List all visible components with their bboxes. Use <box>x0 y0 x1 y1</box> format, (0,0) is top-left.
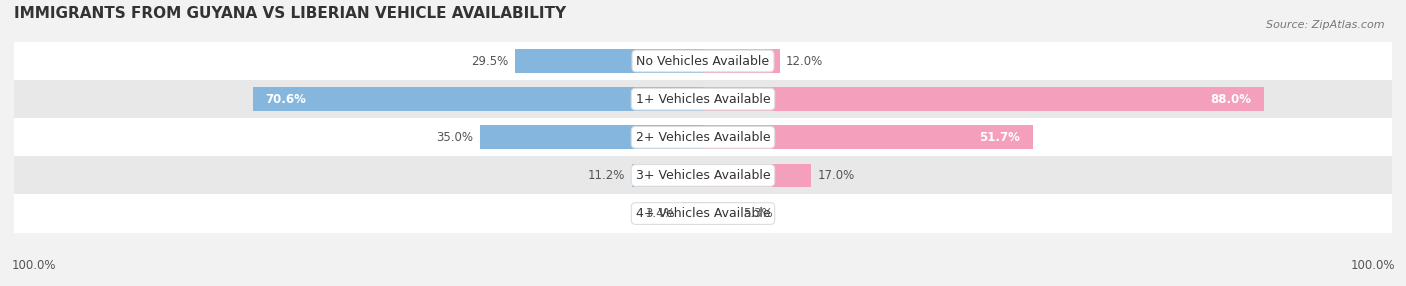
Text: 100.0%: 100.0% <box>1350 259 1395 272</box>
Bar <box>682 202 703 225</box>
Text: 17.0%: 17.0% <box>818 169 855 182</box>
Text: IMMIGRANTS FROM GUYANA VS LIBERIAN VEHICLE AVAILABILITY: IMMIGRANTS FROM GUYANA VS LIBERIAN VEHIC… <box>14 6 567 21</box>
Text: 100.0%: 100.0% <box>11 259 56 272</box>
Text: 3.4%: 3.4% <box>645 207 675 220</box>
Text: 35.0%: 35.0% <box>436 131 474 144</box>
Text: 29.5%: 29.5% <box>471 55 509 67</box>
Text: No Vehicles Available: No Vehicles Available <box>637 55 769 67</box>
Text: 1+ Vehicles Available: 1+ Vehicles Available <box>636 93 770 106</box>
Text: 88.0%: 88.0% <box>1211 93 1251 106</box>
Bar <box>703 87 1264 111</box>
FancyBboxPatch shape <box>14 156 1392 194</box>
Text: 12.0%: 12.0% <box>786 55 823 67</box>
Bar <box>703 49 779 73</box>
FancyBboxPatch shape <box>14 194 1392 233</box>
Text: 11.2%: 11.2% <box>588 169 626 182</box>
Bar <box>703 202 737 225</box>
FancyBboxPatch shape <box>14 118 1392 156</box>
Text: 2+ Vehicles Available: 2+ Vehicles Available <box>636 131 770 144</box>
Text: 70.6%: 70.6% <box>266 93 307 106</box>
Text: 4+ Vehicles Available: 4+ Vehicles Available <box>636 207 770 220</box>
Bar <box>703 126 1033 149</box>
Bar <box>253 87 703 111</box>
Bar <box>703 164 811 187</box>
Text: 51.7%: 51.7% <box>979 131 1019 144</box>
Text: 3+ Vehicles Available: 3+ Vehicles Available <box>636 169 770 182</box>
Text: Source: ZipAtlas.com: Source: ZipAtlas.com <box>1267 20 1385 30</box>
FancyBboxPatch shape <box>14 80 1392 118</box>
Bar <box>631 164 703 187</box>
Text: 5.3%: 5.3% <box>744 207 773 220</box>
Bar <box>515 49 703 73</box>
Bar <box>479 126 703 149</box>
FancyBboxPatch shape <box>14 42 1392 80</box>
